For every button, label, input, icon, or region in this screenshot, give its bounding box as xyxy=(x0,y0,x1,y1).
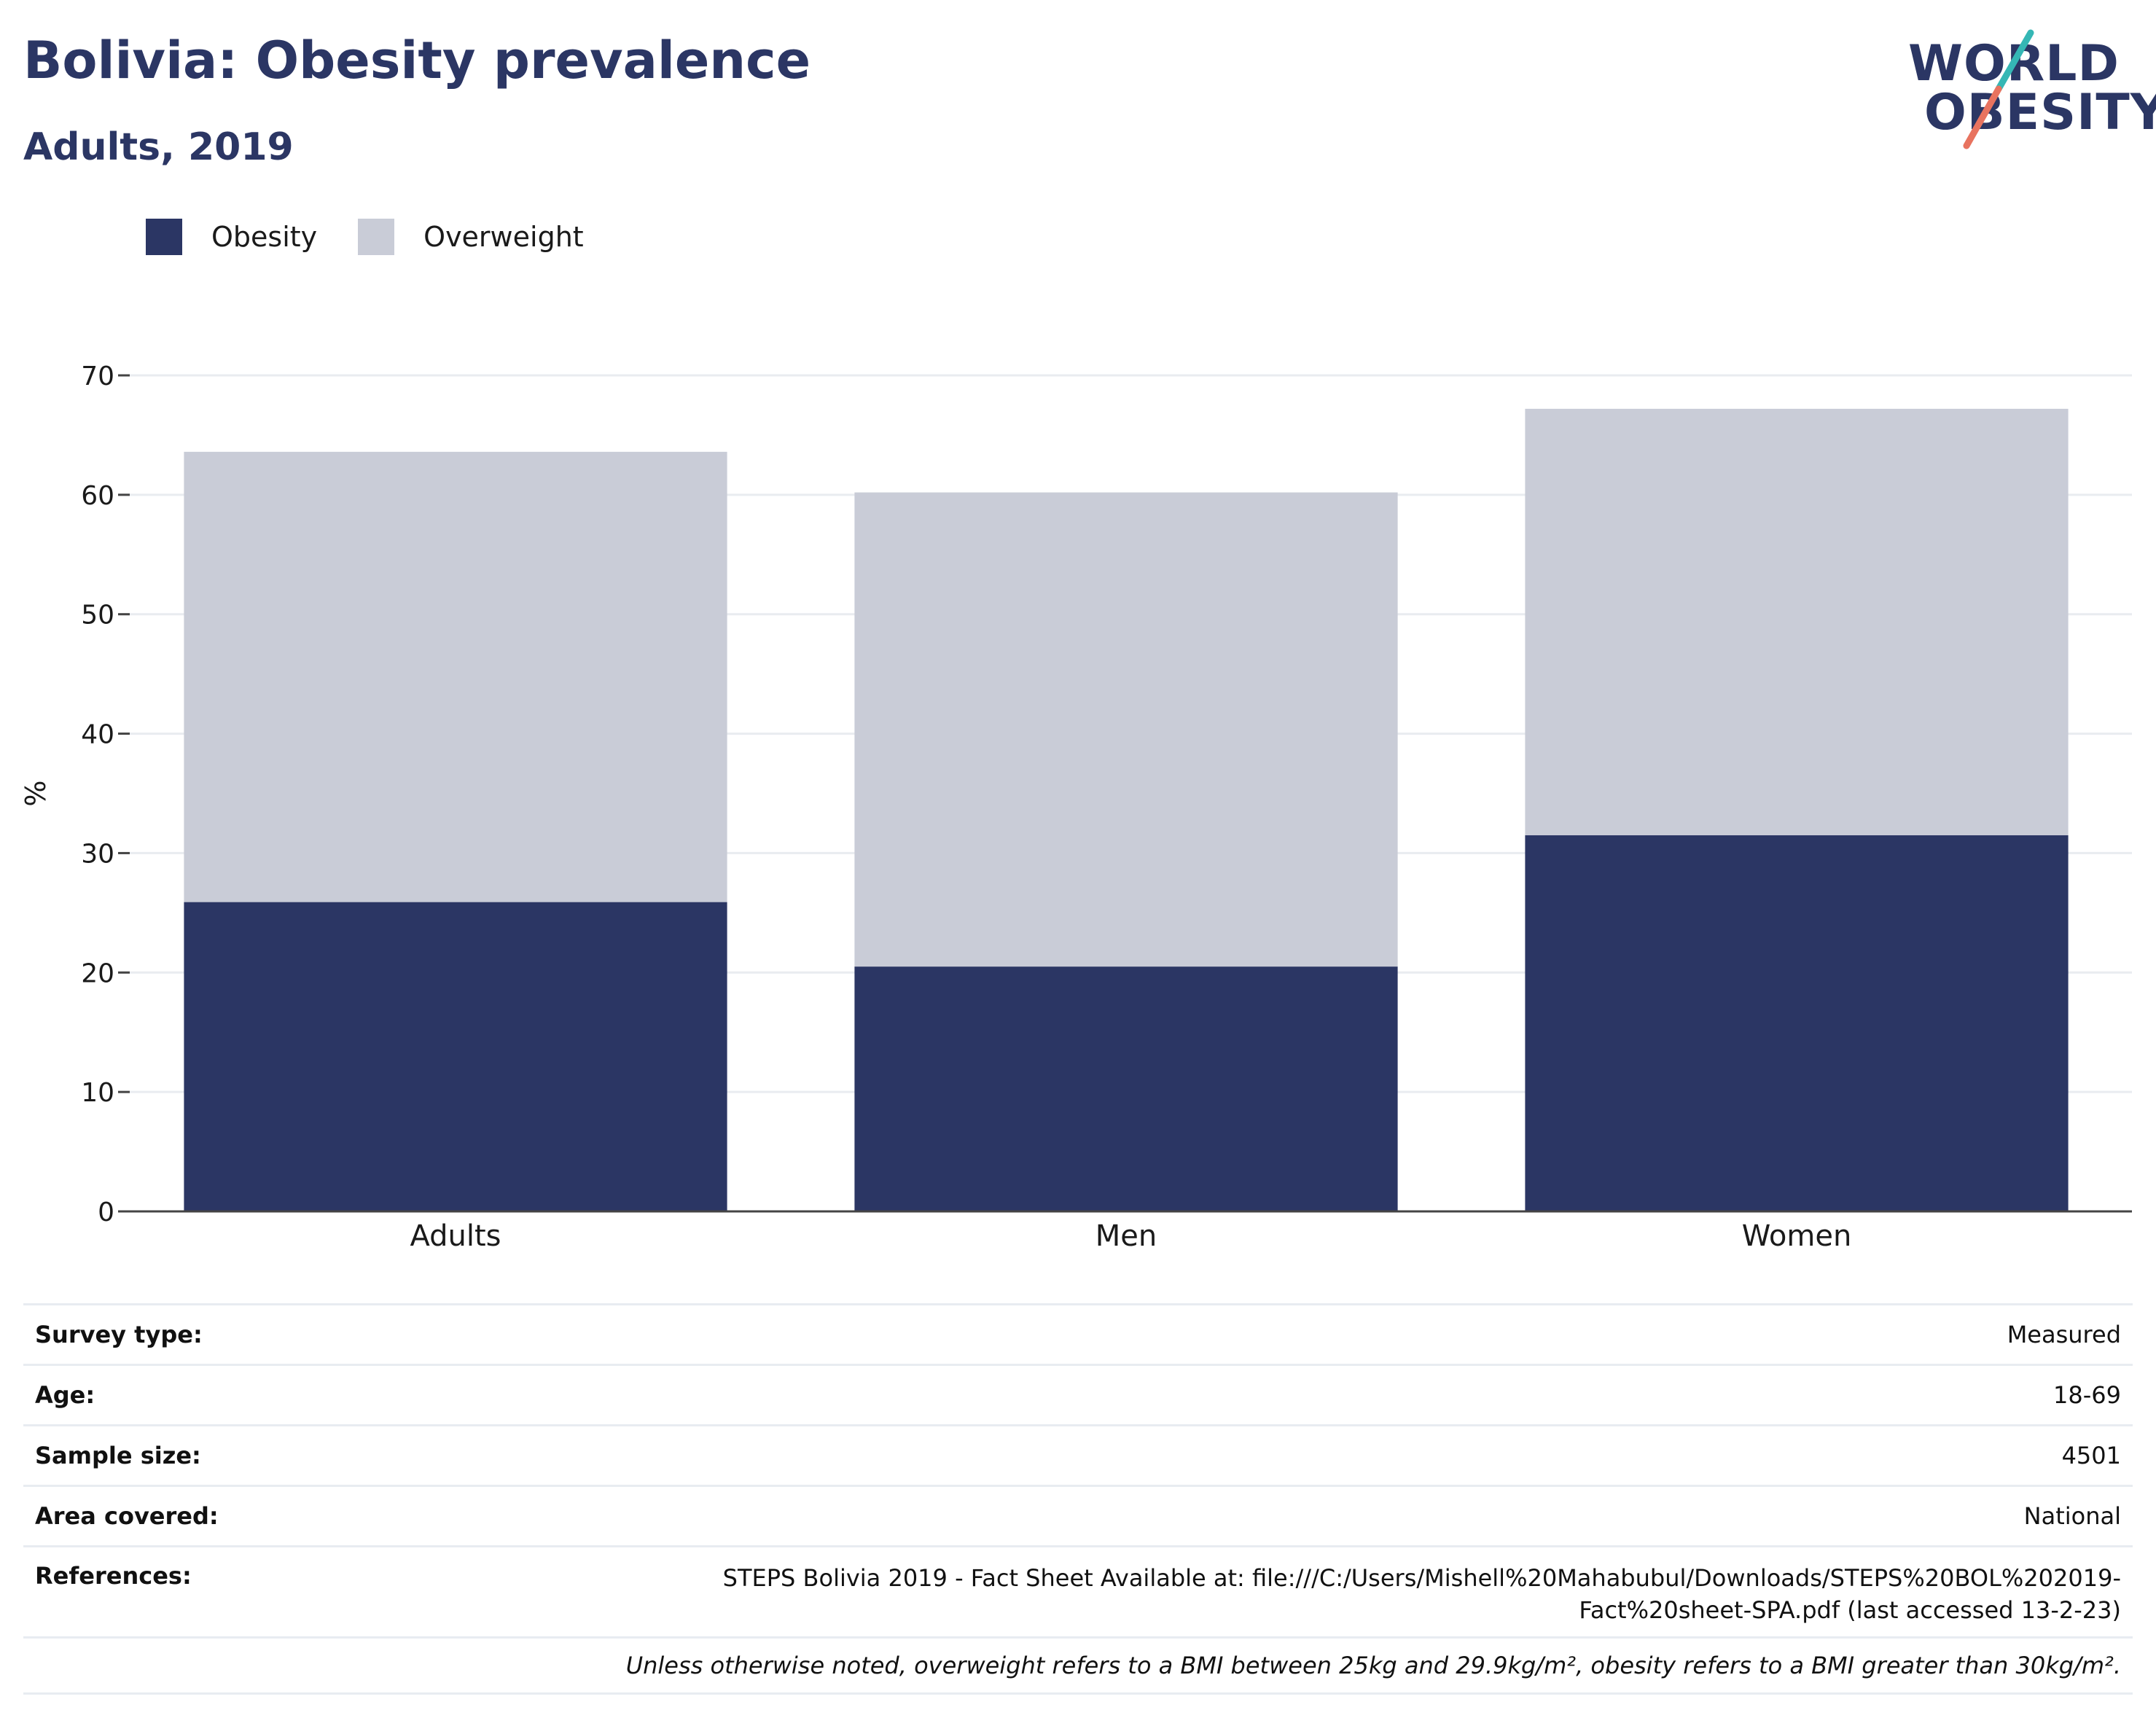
info-row-sample-size: Sample size: 4501 xyxy=(23,1424,2133,1485)
legend-item-overweight[interactable]: Overweight xyxy=(358,219,584,255)
chart-title: Bolivia: Obesity prevalence xyxy=(23,31,811,90)
legend-swatch-overweight xyxy=(358,219,395,255)
bar-overweight-men xyxy=(854,492,1398,967)
x-tick-label-women: Women xyxy=(1742,1219,1852,1253)
references-label: References: xyxy=(35,1562,192,1590)
area-covered-label: Area covered: xyxy=(35,1502,219,1530)
y-axis-title: % xyxy=(20,780,52,806)
age-value: 18-69 xyxy=(2053,1381,2121,1409)
bar-obesity-adults xyxy=(184,902,727,1211)
survey-type-label: Survey type: xyxy=(35,1321,203,1348)
y-tick-label-50: 50 xyxy=(81,601,114,630)
y-tick-label-10: 10 xyxy=(81,1078,114,1108)
references-value: STEPS Bolivia 2019 - Fact Sheet Availabl… xyxy=(723,1562,2121,1626)
area-covered-value: National xyxy=(2023,1502,2121,1530)
logo-slash-icon xyxy=(1963,29,2034,149)
info-row-references: References: STEPS Bolivia 2019 - Fact Sh… xyxy=(23,1545,2133,1636)
age-label: Age: xyxy=(35,1381,95,1409)
y-tick-label-20: 20 xyxy=(81,958,114,988)
y-tick-label-40: 40 xyxy=(81,720,114,750)
bar-obesity-women xyxy=(1525,835,2069,1211)
chart-subtitle: Adults, 2019 xyxy=(23,125,294,169)
logo-line-2: OBESITY xyxy=(1924,84,2156,141)
references-line-2: Fact%20sheet-SPA.pdf (last accessed 13-2… xyxy=(1579,1596,2121,1624)
info-row-area-covered: Area covered: National xyxy=(23,1485,2133,1545)
bar-overweight-women xyxy=(1525,408,2069,835)
y-tick-label-0: 0 xyxy=(98,1198,114,1227)
world-obesity-logo: WORLD OBESITY xyxy=(1895,29,2156,160)
legend-label-overweight: Overweight xyxy=(423,221,584,253)
legend-label-obesity: Obesity xyxy=(211,221,318,253)
y-tick-label-70: 70 xyxy=(81,362,114,391)
bar-overweight-adults xyxy=(184,451,727,902)
bar-obesity-men xyxy=(854,966,1398,1211)
survey-info-table: Survey type: Measured Age: 18-69 Sample … xyxy=(23,1303,2133,1695)
survey-type-value: Measured xyxy=(2007,1321,2121,1348)
y-tick-label-60: 60 xyxy=(81,481,114,511)
legend-item-obesity[interactable]: Obesity xyxy=(146,219,317,255)
references-line-1: STEPS Bolivia 2019 - Fact Sheet Availabl… xyxy=(722,1564,2121,1592)
legend-swatch-obesity xyxy=(146,219,182,255)
info-row-age: Age: 18-69 xyxy=(23,1364,2133,1424)
y-tick-label-30: 30 xyxy=(81,839,114,869)
sample-size-label: Sample size: xyxy=(35,1442,201,1469)
chart-legend: Obesity Overweight xyxy=(146,217,625,257)
info-row-note: Unless otherwise noted, overweight refer… xyxy=(23,1636,2133,1695)
sample-size-value: 4501 xyxy=(2061,1442,2121,1469)
bmi-definition-note: Unless otherwise noted, overweight refer… xyxy=(625,1652,2121,1679)
x-tick-label-adults: Adults xyxy=(410,1219,501,1253)
info-row-survey-type: Survey type: Measured xyxy=(23,1303,2133,1364)
bar-chart: 0 10 20 30 40 50 60 70% Adults Men Women xyxy=(20,362,2132,1253)
x-tick-label-men: Men xyxy=(1095,1219,1157,1253)
